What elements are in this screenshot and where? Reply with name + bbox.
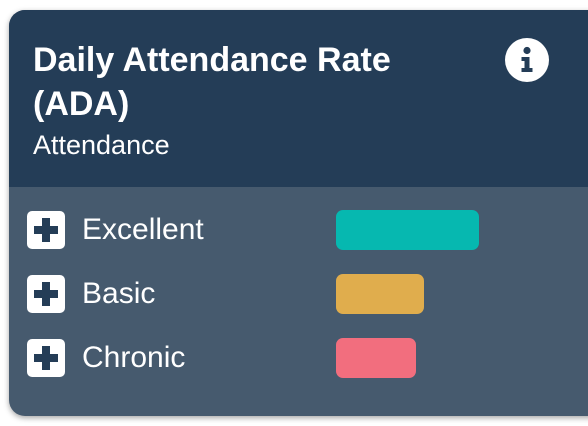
legend-swatch-excellent (336, 210, 479, 250)
legend-label-basic: Basic (82, 277, 156, 310)
expand-excellent-button[interactable] (27, 211, 65, 249)
plus-icon (34, 218, 58, 242)
legend-swatch-basic (336, 274, 424, 314)
legend-item-basic: Basic (9, 270, 588, 318)
card-title: Daily Attendance Rate (ADA) (33, 41, 391, 123)
plus-icon (34, 282, 58, 306)
plus-icon (34, 346, 58, 370)
attendance-card: Daily Attendance Rate (ADA) Attendance E… (9, 10, 588, 416)
legend-item-excellent: Excellent (9, 206, 588, 254)
legend-swatch-chronic (336, 338, 416, 378)
card-header: Daily Attendance Rate (ADA) Attendance (9, 10, 588, 187)
legend-label-chronic: Chronic (82, 341, 186, 374)
expand-chronic-button[interactable] (27, 339, 65, 377)
info-circle-icon (521, 46, 533, 72)
expand-basic-button[interactable] (27, 275, 65, 313)
info-button[interactable] (505, 38, 549, 82)
legend-label-excellent: Excellent (82, 213, 204, 246)
legend-item-chronic: Chronic (9, 334, 588, 382)
card-subtitle: Attendance (33, 130, 170, 160)
